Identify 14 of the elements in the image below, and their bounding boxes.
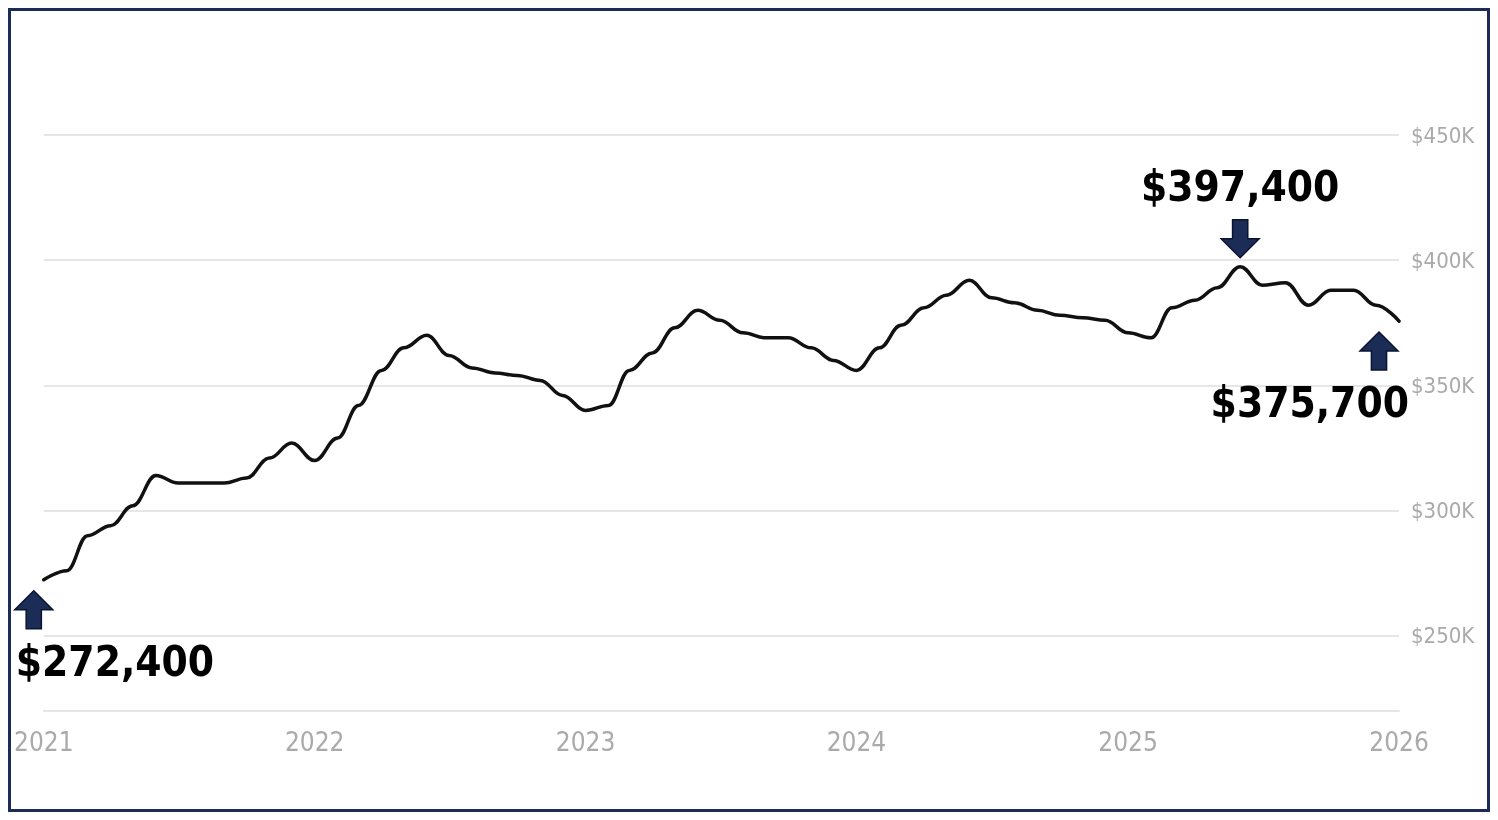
annotation: $397,400	[1140, 162, 1340, 212]
x-tick-label: 2026	[1369, 727, 1429, 757]
x-tick-label: 2022	[284, 727, 345, 757]
x-tick-label: 2025	[1098, 727, 1158, 757]
y-tick-label: $350K	[1411, 372, 1476, 398]
annotation: $272,400	[15, 637, 215, 687]
annotation: $375,700	[1210, 378, 1409, 428]
y-tick-label: $250K	[1411, 623, 1476, 649]
x-tick-label: 2021	[14, 727, 74, 757]
x-tick-label: 2023	[555, 727, 616, 757]
y-tick-label: $300K	[1411, 498, 1476, 524]
x-tick-label: 2024	[826, 727, 887, 757]
y-tick-label: $400K	[1411, 247, 1476, 273]
y-tick-label: $450K	[1411, 122, 1476, 148]
